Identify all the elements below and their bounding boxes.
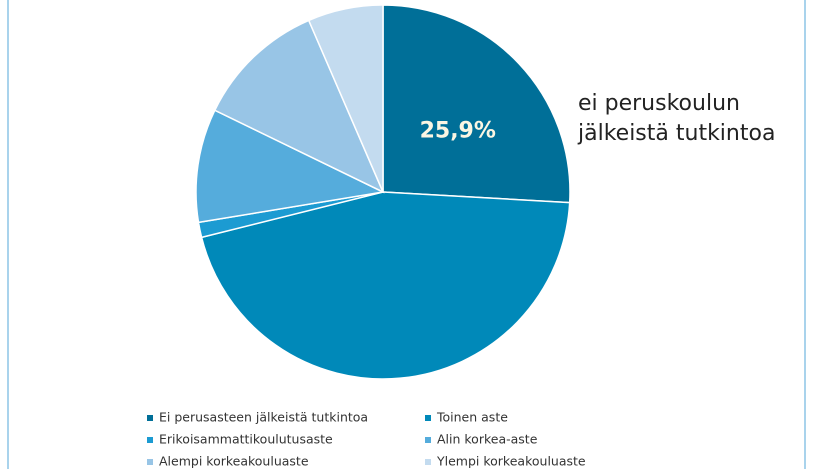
legend-label: Ei perusasteen jälkeistä tutkintoa bbox=[159, 410, 368, 425]
legend-marker bbox=[147, 415, 153, 421]
legend-label: Ylempi korkeakouluaste bbox=[436, 454, 586, 469]
legend-label: Alin korkea-aste bbox=[437, 432, 538, 447]
annotation: jälkeistä tutkintoa bbox=[577, 121, 775, 146]
legend-marker bbox=[147, 459, 153, 465]
legend-marker bbox=[425, 459, 431, 465]
legend-label: Alempi korkeakouluaste bbox=[159, 454, 309, 469]
pie-slice bbox=[382, 4, 571, 204]
pie-slice bbox=[213, 19, 385, 194]
pie-slice bbox=[200, 191, 571, 380]
legend-label: Toinen aste bbox=[436, 410, 508, 425]
pie-slice bbox=[307, 4, 384, 193]
legend-marker bbox=[147, 437, 153, 443]
annotation: ei peruskoulun bbox=[578, 91, 740, 116]
legend-marker bbox=[425, 437, 431, 443]
legend-label: Erikoisammattikoulutusaste bbox=[159, 432, 333, 447]
legend-marker bbox=[425, 415, 431, 421]
value-label: 25,9% bbox=[420, 118, 496, 143]
pie-slice bbox=[195, 109, 386, 224]
